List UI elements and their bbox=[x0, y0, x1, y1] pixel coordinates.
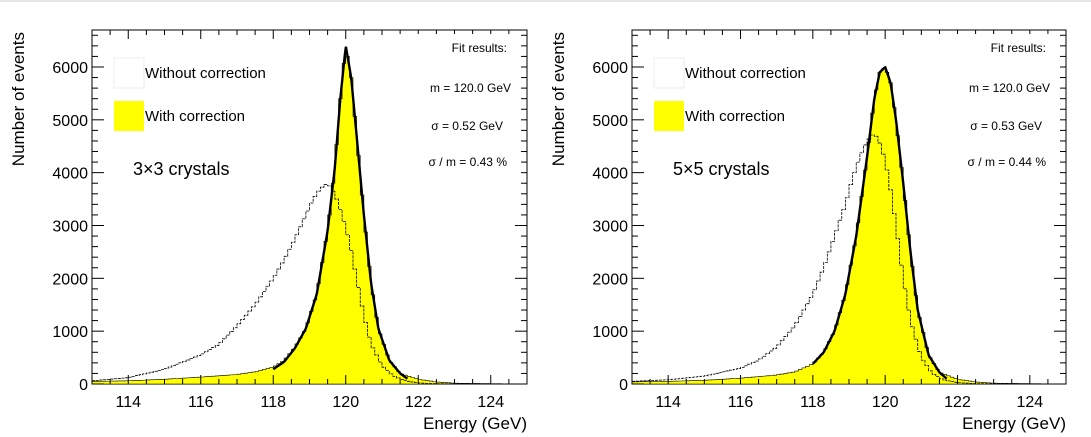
x-axis-label: Energy (GeV) bbox=[423, 414, 527, 433]
x-tick-label: 122 bbox=[944, 394, 971, 411]
fit-ratio: σ / m = 0.43 % bbox=[429, 155, 508, 169]
legend-label-with: With correction bbox=[145, 108, 245, 125]
fit-mean: m = 120.0 GeV bbox=[969, 81, 1050, 95]
y-tick-label: 4000 bbox=[592, 166, 628, 183]
x-axis-label: Energy (GeV) bbox=[962, 414, 1066, 433]
y-tick-label: 5000 bbox=[592, 113, 628, 130]
x-tick-label: 120 bbox=[332, 394, 359, 411]
y-tick-label: 3000 bbox=[592, 218, 628, 235]
fit-curve bbox=[272, 46, 409, 380]
crystal-annotation: 3×3 crystals bbox=[133, 159, 230, 179]
fit-sigma: σ = 0.53 GeV bbox=[970, 119, 1042, 133]
y-tick-label: 1000 bbox=[52, 324, 88, 341]
y-tick-label: 5000 bbox=[52, 113, 88, 130]
y-tick-label: 0 bbox=[79, 377, 88, 394]
fit-results-box bbox=[926, 34, 1060, 184]
x-tick-label: 116 bbox=[728, 394, 754, 411]
legend-label-with: With correction bbox=[685, 108, 785, 125]
fit-header: Fit results: bbox=[452, 41, 507, 55]
y-tick-label: 3000 bbox=[52, 218, 88, 235]
fit-sigma: σ = 0.52 GeV bbox=[431, 119, 503, 133]
chart-panel-5x5: 114 116 118 120 122 124 0 1000 2000 3000 4000 5000 6… bbox=[549, 29, 1067, 433]
crystal-annotation: 5×5 crystals bbox=[673, 159, 770, 179]
y-tick-label: 6000 bbox=[52, 60, 88, 77]
legend-swatch-with bbox=[654, 101, 684, 131]
legend-label-without: Without correction bbox=[145, 65, 266, 82]
y-tick-label: 2000 bbox=[592, 271, 628, 288]
y-tick-label: 0 bbox=[619, 377, 628, 394]
legend-swatch-without bbox=[113, 57, 145, 89]
x-tick-label: 114 bbox=[115, 394, 141, 411]
y-tick-label: 2000 bbox=[52, 271, 88, 288]
chart-panel-3x3: 114 116 118 120 122 124 0 1000 2000 3000 4000 5000 6… bbox=[9, 29, 528, 433]
x-tick-label: 120 bbox=[872, 394, 899, 411]
y-tick-label: 6000 bbox=[592, 60, 628, 77]
legend-label-without: Without correction bbox=[685, 65, 806, 82]
fit-mean: m = 120.0 GeV bbox=[430, 81, 511, 95]
fit-results-box bbox=[387, 34, 521, 184]
x-tick-label: 116 bbox=[188, 394, 214, 411]
y-axis-label: Number of events bbox=[549, 32, 568, 166]
legend-swatch-without bbox=[653, 57, 685, 89]
y-tick-label: 4000 bbox=[52, 166, 88, 183]
x-tick-label: 118 bbox=[260, 394, 286, 411]
y-axis-label: Number of events bbox=[9, 32, 28, 166]
x-tick-label: 124 bbox=[477, 394, 504, 411]
y-tick-label: 1000 bbox=[592, 324, 628, 341]
fit-header: Fit results: bbox=[991, 41, 1046, 55]
fit-ratio: σ / m = 0.44 % bbox=[968, 155, 1047, 169]
x-tick-label: 114 bbox=[655, 394, 681, 411]
fit-curve bbox=[811, 65, 948, 380]
legend-swatch-with bbox=[114, 101, 144, 131]
x-tick-label: 124 bbox=[1016, 394, 1043, 411]
x-tick-label: 122 bbox=[405, 394, 432, 411]
x-tick-label: 118 bbox=[800, 394, 826, 411]
